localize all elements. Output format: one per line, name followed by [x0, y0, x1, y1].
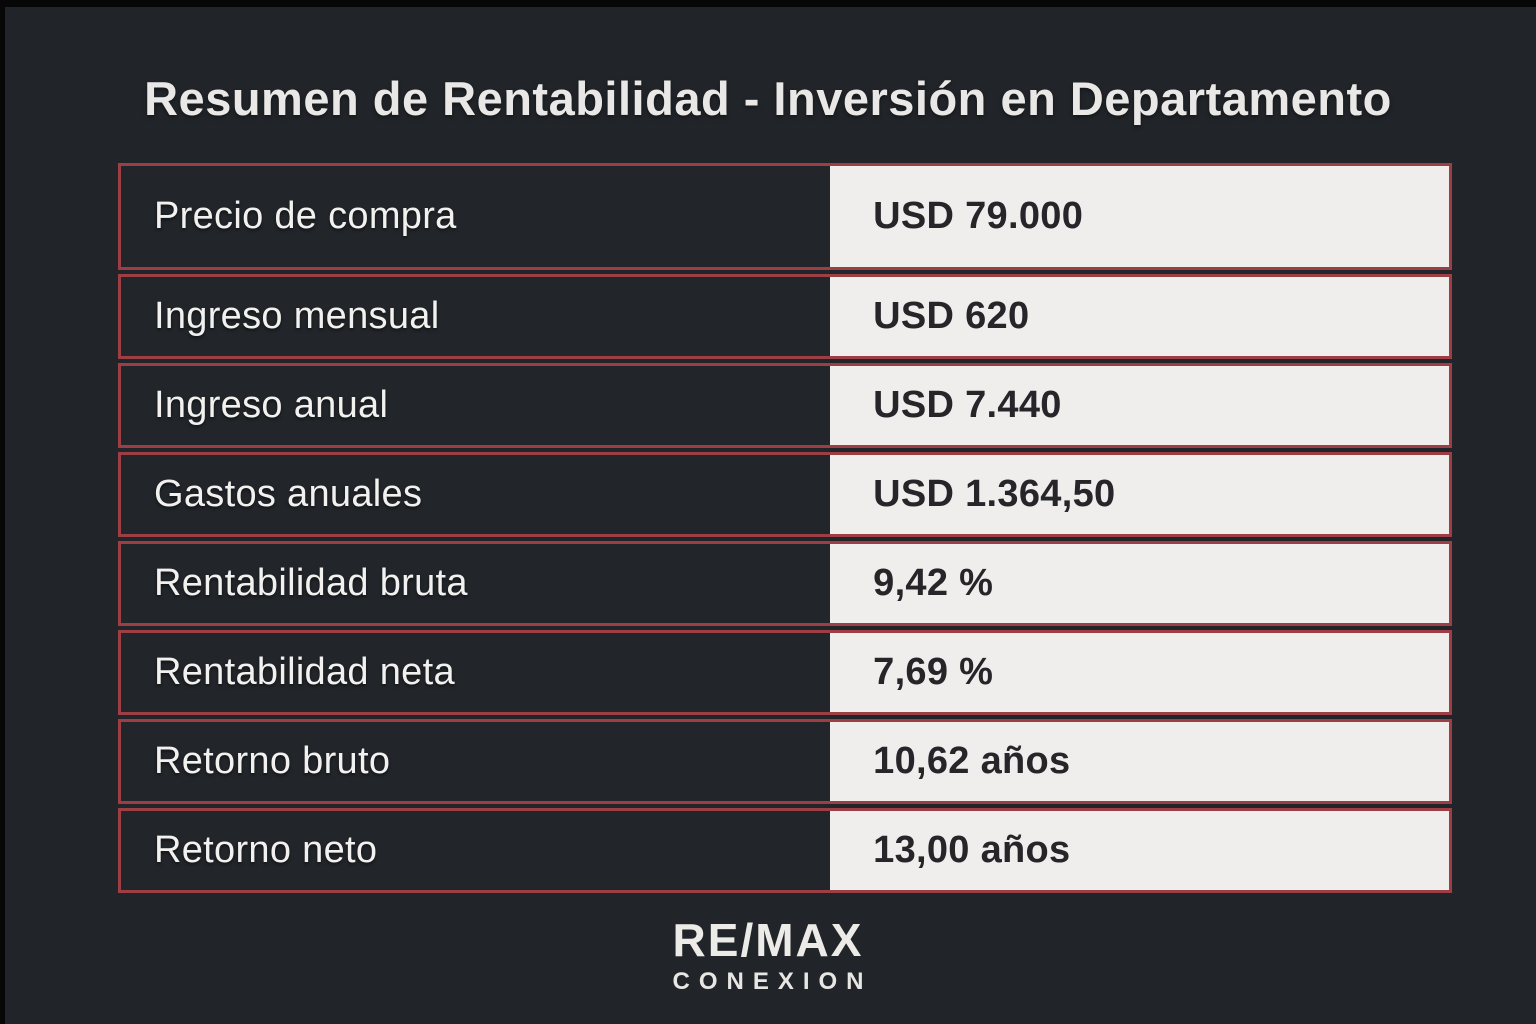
row-label: Rentabilidad neta — [121, 633, 831, 712]
row-value: 13,00 años — [830, 811, 1449, 890]
table-row: Rentabilidad bruta 9,42 % — [118, 541, 1452, 626]
row-label: Ingreso anual — [121, 366, 831, 445]
image-edge-top — [0, 0, 1536, 7]
page-title: Resumen de Rentabilidad - Inversión en D… — [144, 72, 1392, 126]
table-row: Retorno neto 13,00 años — [118, 808, 1452, 893]
table-row: Ingreso mensual USD 620 — [118, 274, 1452, 359]
remax-logo: RE/MAX — [672, 913, 864, 966]
row-label: Retorno bruto — [121, 722, 831, 801]
profitability-table: Precio de compra USD 79.000 Ingreso mens… — [118, 163, 1452, 893]
row-label: Gastos anuales — [121, 455, 831, 534]
footer-logo: RE/MAX CONEXION — [0, 913, 1536, 996]
row-label: Precio de compra — [121, 166, 831, 267]
row-label: Ingreso mensual — [121, 277, 831, 356]
table-row: Ingreso anual USD 7.440 — [118, 363, 1452, 448]
table-row: Rentabilidad neta 7,69 % — [118, 630, 1452, 715]
table-row: Precio de compra USD 79.000 — [118, 163, 1452, 270]
remax-conexion-label: CONEXION — [672, 968, 873, 995]
row-value: USD 79.000 — [830, 166, 1449, 267]
row-value: USD 7.440 — [830, 366, 1449, 445]
row-label: Retorno neto — [121, 811, 831, 890]
table-row: Gastos anuales USD 1.364,50 — [118, 452, 1452, 537]
row-value: 9,42 % — [830, 544, 1449, 623]
row-label: Rentabilidad bruta — [121, 544, 831, 623]
row-value: 10,62 años — [830, 722, 1449, 801]
row-value: USD 1.364,50 — [830, 455, 1449, 534]
image-edge-left — [0, 0, 5, 1024]
row-value: 7,69 % — [830, 633, 1449, 712]
table-row: Retorno bruto 10,62 años — [118, 719, 1452, 804]
row-value: USD 620 — [830, 277, 1449, 356]
